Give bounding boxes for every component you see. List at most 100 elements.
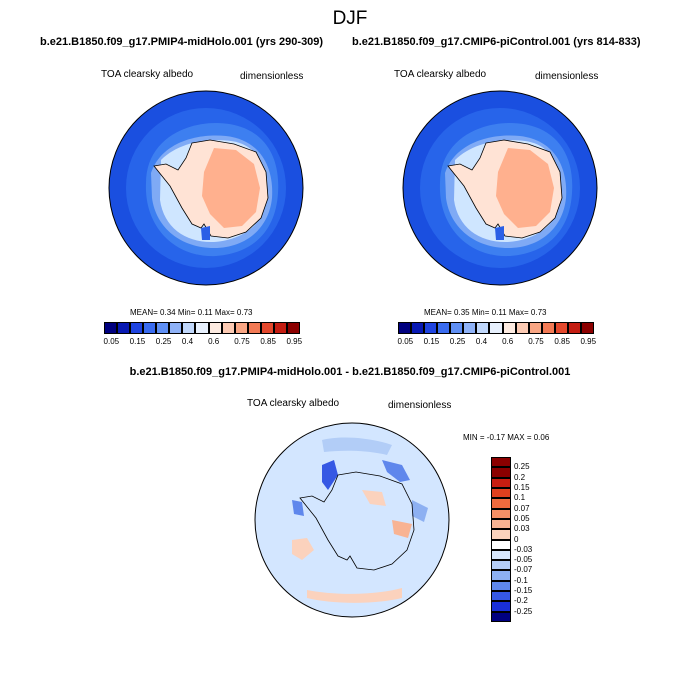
panel2-colorbar-labels: 0.05 0.15 0.25 0.4 0.6 0.75 0.85 0.95 [398,337,597,349]
difference-colorbar-box [491,539,511,550]
panel2-colorbar-box [476,322,490,334]
panel1-colorbar-box [130,322,144,334]
panel1-stats: MEAN= 0.34 Min= 0.11 Max= 0.73 [130,308,252,317]
panel2-ross-sea-polynya [495,226,504,240]
panel1-units-label: dimensionless [240,71,304,82]
difference-colorbar-tick-label: -0.05 [514,555,533,565]
panel1-colorbar-tick-label: 0.6 [208,337,220,346]
panel1-min-label: Min= [177,308,196,317]
panel1-colorbar-tick-label: 0.05 [103,337,120,346]
difference-positive-1 [292,538,314,560]
difference-colorbar-tick-label: 0 [514,534,519,544]
panel1-colorbar-box [195,322,209,334]
difference-colorbar-box [491,477,511,488]
difference-colorbar-box [491,457,511,468]
panel2-map-border [402,90,598,286]
panel1-colorbar-tick-label: 0.4 [181,337,194,346]
panel2-variable-label: TOA clearsky albedo [394,69,487,80]
difference-title: b.e21.B1850.f09_g17.PMIP4-midHolo.001 - … [129,366,571,378]
panel2-min-label: Min= [471,308,490,317]
panel2-colorbar-tick-label: 0.4 [475,337,488,346]
difference-colorbar-tick-label: -0.1 [514,575,528,585]
panel1-antarctica-plateau [202,148,260,228]
difference-colorbar [491,457,511,622]
difference-colorbar-box [491,591,511,602]
difference-positive-3 [392,520,412,538]
panel1-mean-value: 0.34 [160,308,176,317]
difference-colorbar-box [491,580,511,592]
panel2-colorbar-box [541,322,555,334]
difference-colorbar-box [491,467,511,478]
difference-min-value: -0.17 [486,433,506,442]
panel1-colorbar-box [286,322,300,334]
difference-colorbar-box [491,518,511,530]
panel1-max-value: 0.73 [236,308,253,317]
panel1-min-value: 0.11 [197,308,213,317]
panel2-colorbar-tick-label: 0.25 [449,337,466,346]
difference-colorbar-box [491,487,511,499]
panel2-max-label: Max= [508,308,529,317]
panel2-mean-value: 0.35 [454,308,470,317]
difference-colorbar-tick-label: -0.2 [514,596,528,606]
panel2-colorbar-box [502,322,516,334]
panel2-colorbar-box [567,322,581,334]
panel1-colorbar-tick-label: 0.75 [234,337,250,346]
difference-max-value: 0.06 [533,433,550,442]
panel1-colorbar [104,322,300,334]
difference-antarctica-outline [299,471,415,571]
panel1-colorbar-labels: 0.05 0.15 0.25 0.4 0.6 0.75 0.85 0.95 [103,337,302,349]
panel1-run-title: b.e21.B1850.f09_g17.PMIP4-midHolo.001 (y… [40,36,324,48]
difference-colorbar-tick-label: -0.07 [514,565,533,575]
difference-colorbar-tick-label: 0.15 [514,482,530,492]
difference-negative-3 [292,500,304,516]
panel2-colorbar-box [528,322,542,334]
difference-colorbar-box [491,529,511,540]
panel1-colorbar-box [169,322,183,334]
panel2-colorbar-box [515,322,529,334]
difference-strong-negative-2 [382,460,410,482]
difference-colorbar-box [491,570,511,581]
panel1-colorbar-box [247,322,261,334]
panel2-colorbar-box [489,322,503,334]
panel2-colorbar-tick-label: 0.15 [423,337,440,346]
difference-strong-negative-1 [322,460,338,490]
panel2-colorbar-tick-label: 0.95 [580,337,597,346]
panel2-colorbar-tick-label: 0.6 [502,337,514,346]
difference-colorbar-box [491,498,511,509]
panel2-colorbar-box [450,322,464,334]
panel1-colorbar-tick-label: 0.25 [155,337,172,346]
difference-positive-2 [362,490,386,506]
difference-colorbar-tick-label: 0.07 [514,503,530,513]
difference-colorbar-tick-label: 0.05 [514,513,530,523]
difference-negative-band-north [322,437,392,455]
panel2-colorbar-box [424,322,438,334]
difference-polar-map [254,422,450,618]
difference-colorbar-tick-label: 0.25 [514,462,530,472]
panel2-colorbar-tick-label: 0.75 [528,337,544,346]
difference-colorbar-tick-label: 0.2 [514,472,526,482]
panel2-units-label: dimensionless [535,71,599,82]
panel1-colorbar-box [221,322,235,334]
figure-title: DJF [332,8,368,29]
panel1-colorbar-box [143,322,157,334]
panel1-polar-map [108,90,304,286]
difference-colorbar-tick-label: -0.25 [514,606,533,616]
difference-units-label: dimensionless [388,400,452,411]
panel2-colorbar-box [437,322,451,334]
panel2-stats: MEAN= 0.35 Min= 0.11 Max= 0.73 [424,308,546,317]
difference-colorbar-tick-label: 0.03 [514,524,530,534]
difference-variable-label: TOA clearsky albedo [247,398,340,409]
panel2-polar-map [402,90,598,286]
panel1-colorbar-tick-label: 0.15 [129,337,146,346]
panel2-colorbar-box [554,322,568,334]
panel1-mean-label: MEAN= [130,308,158,317]
panel1-colorbar-box [273,322,287,334]
panel2-mean-label: MEAN= [424,308,452,317]
panel1-colorbar-box [117,322,131,334]
difference-min-label: MIN = [463,433,485,442]
difference-colorbar-box [491,508,511,519]
difference-colorbar-box [491,611,511,622]
difference-negative-4 [412,500,428,522]
difference-positive-band-south [307,588,402,603]
panel1-colorbar-box [156,322,170,334]
